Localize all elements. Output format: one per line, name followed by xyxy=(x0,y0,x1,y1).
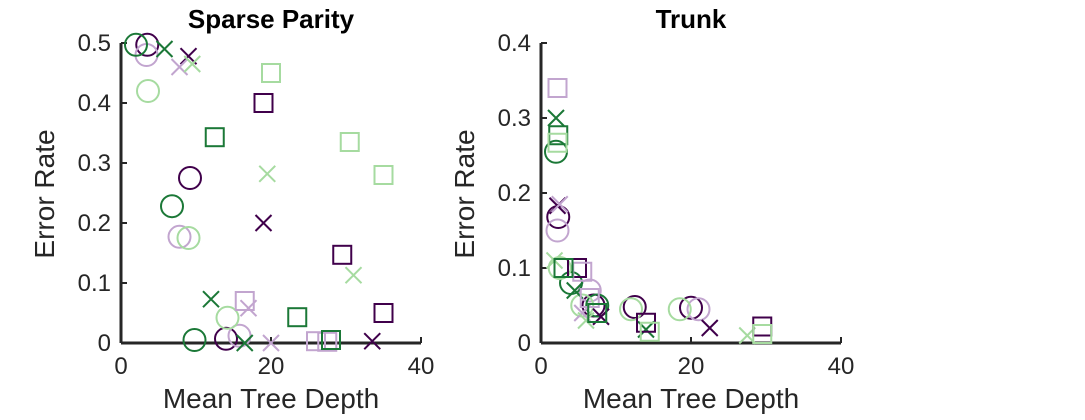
data-point-circle xyxy=(182,328,207,352)
y-tick-label: 0.2 xyxy=(78,210,111,237)
data-point-x xyxy=(254,214,273,232)
chart-trunk: Trunk Mean Tree Depth Error Rate 0 20 4000… xyxy=(449,4,854,414)
data-point-circle xyxy=(686,297,711,322)
data-point-circle xyxy=(176,226,201,250)
axis-ticks: 0 20 40 0 0.1 0.2 0.3 0.4 xyxy=(498,30,855,380)
data-point-x xyxy=(262,334,280,352)
y-tick-label: 0.1 xyxy=(498,255,531,282)
data-point-x xyxy=(551,195,569,213)
data-point-circle xyxy=(667,297,692,322)
data-point-square xyxy=(306,331,326,352)
data-point-square xyxy=(752,324,773,344)
data-point-square xyxy=(752,316,773,337)
x-tick-label: 40 xyxy=(828,353,855,380)
y-axis-label: Error Rate xyxy=(449,129,480,258)
data-point-x xyxy=(236,334,254,352)
y-tick-label: 0.2 xyxy=(498,180,531,207)
data-point-circle xyxy=(619,297,643,322)
data-point-circle xyxy=(559,271,583,295)
data-point-x xyxy=(547,109,565,127)
chart-sparse-parity: Sparse Parity Mean Tree Depth Error Rate… xyxy=(29,4,434,414)
data-point-circle xyxy=(215,305,240,330)
data-point-square xyxy=(204,127,225,148)
data-point-circle xyxy=(214,326,238,351)
data-point-square xyxy=(567,258,587,278)
data-point-x xyxy=(155,40,174,58)
data-point-circle xyxy=(547,256,572,280)
data-point-x xyxy=(183,55,201,73)
x-tick-label: 20 xyxy=(678,353,705,380)
data-point-square xyxy=(321,330,341,350)
data-point-circle xyxy=(167,224,192,249)
data-point-circle xyxy=(679,295,703,320)
data-point-square xyxy=(287,307,308,328)
data-point-square xyxy=(579,288,600,308)
y-tick-label: 0.3 xyxy=(498,105,531,132)
chart-title: Sparse Parity xyxy=(188,4,355,34)
data-point-square xyxy=(332,244,353,265)
data-point-x xyxy=(363,332,381,350)
chart-title: Trunk xyxy=(656,4,727,34)
data-point-square xyxy=(234,291,255,311)
x-tick-label: 40 xyxy=(408,353,435,380)
data-point-circle xyxy=(178,166,202,190)
data-point-square xyxy=(572,261,593,282)
data-point-x xyxy=(701,319,719,337)
data-point-square xyxy=(253,93,274,113)
data-point-square xyxy=(373,165,394,185)
y-tick-label: 0 xyxy=(518,330,531,357)
data-point-x xyxy=(202,290,220,308)
x-axis-label: Mean Tree Depth xyxy=(583,383,799,414)
data-point-circle xyxy=(227,323,252,348)
data-point-circle xyxy=(124,32,148,57)
x-axis-label: Mean Tree Depth xyxy=(163,383,379,414)
data-point-x xyxy=(258,165,276,183)
x-tick-label: 0 xyxy=(534,353,547,380)
data-point-square xyxy=(547,132,568,153)
data-point-circle xyxy=(622,295,647,319)
data-point-square xyxy=(587,303,608,323)
data-points xyxy=(124,32,394,352)
data-point-square xyxy=(317,331,338,352)
y-tick-label: 0.3 xyxy=(78,150,111,177)
y-axis-label: Error Rate xyxy=(29,129,60,258)
y-tick-label: 0 xyxy=(98,330,111,357)
y-tick-label: 0.5 xyxy=(78,30,111,57)
data-point-square xyxy=(639,321,660,342)
data-point-x xyxy=(577,311,595,330)
data-point-square xyxy=(547,78,568,98)
data-point-circle xyxy=(160,194,184,219)
data-point-x xyxy=(344,266,363,284)
y-tick-label: 0.4 xyxy=(78,90,111,117)
axis-ticks: 0 20 40 0 0.1 0.2 0.3 0.4 0.5 xyxy=(78,30,435,380)
y-tick-label: 0.4 xyxy=(498,30,531,57)
data-point-square xyxy=(339,132,360,152)
data-point-circle xyxy=(136,79,160,103)
x-tick-label: 0 xyxy=(114,353,127,380)
data-point-square xyxy=(261,63,281,83)
data-point-circle xyxy=(545,218,570,243)
data-point-square xyxy=(373,303,394,323)
data-point-circle xyxy=(585,293,610,318)
x-tick-label: 20 xyxy=(258,353,285,380)
y-tick-label: 0.1 xyxy=(78,270,111,297)
data-points xyxy=(544,78,773,345)
data-point-circle xyxy=(135,32,160,57)
data-point-square xyxy=(553,258,574,278)
data-point-x xyxy=(170,58,189,76)
